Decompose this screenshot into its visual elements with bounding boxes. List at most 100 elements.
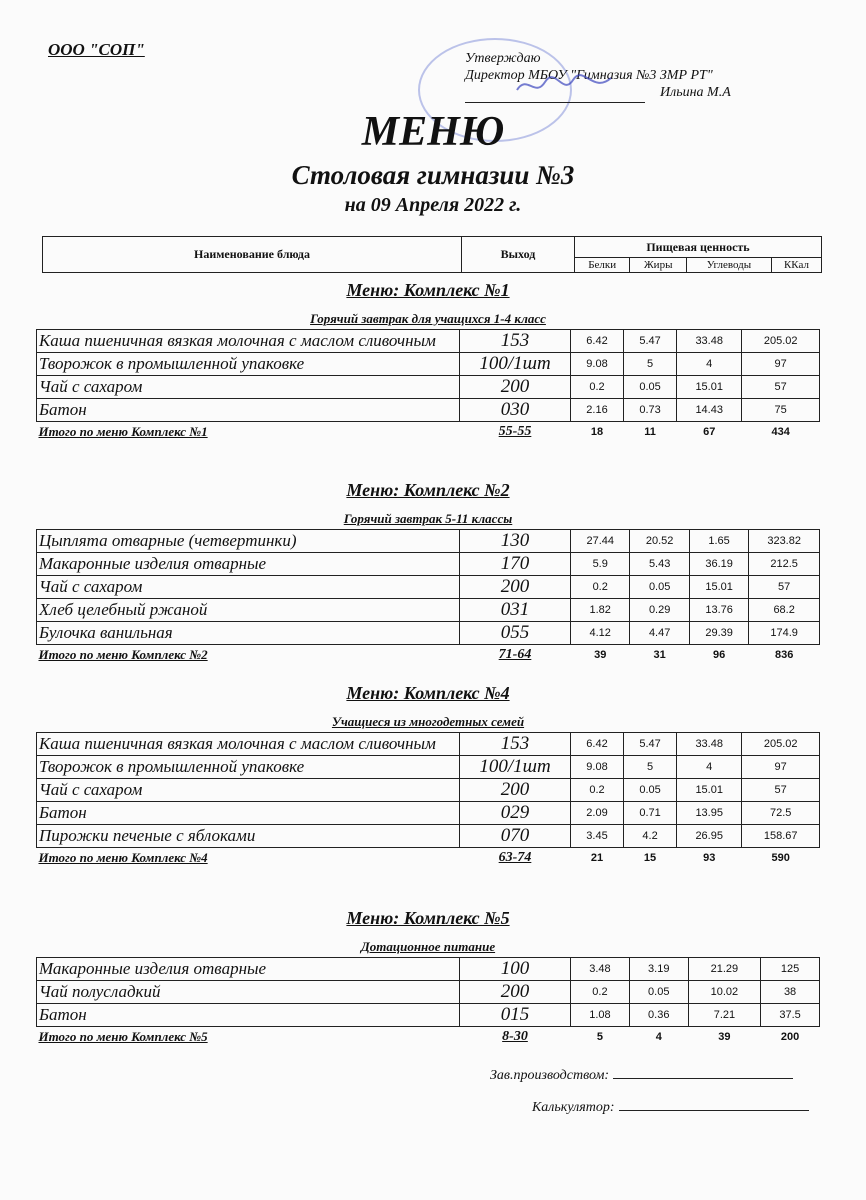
- dish-kcal: 174.9: [748, 621, 820, 645]
- signature-line: [618, 1110, 809, 1111]
- header-name: Наименование блюда: [42, 236, 462, 273]
- section-title: Меню: Комплекс №4: [346, 683, 510, 703]
- dish-fat: 0.05: [623, 375, 678, 399]
- dish-name: Чай с сахаром: [36, 375, 460, 399]
- dish-protein: 6.42: [569, 329, 625, 353]
- table-row: Макаронные изделия отварные 170 5.9 5.43 36.…: [36, 552, 820, 576]
- production-signature: Зав.производством:: [490, 1068, 794, 1084]
- dish-protein: 0.2: [570, 980, 630, 1004]
- header-col-fat: Жиры: [629, 257, 687, 273]
- dish-fat: 0.29: [629, 598, 690, 622]
- dish-carbs: 15.01: [676, 778, 743, 802]
- dish-protein: 5.9: [569, 552, 631, 576]
- table-row: Чай с сахаром 200 0.2 0.05 15.01 57: [36, 375, 820, 399]
- header-output: Выход: [461, 236, 575, 273]
- calculator-label: Калькулятор:: [532, 1100, 615, 1115]
- dish-kcal: 75: [741, 398, 820, 422]
- dish-protein: 0.2: [569, 575, 631, 599]
- dish-carbs: 15.01: [676, 375, 743, 399]
- total-dish-carbs: 96: [712, 648, 726, 661]
- dish-output: 031: [459, 598, 571, 622]
- total-dish-kcal: 590: [771, 851, 790, 864]
- total-dish-output: 63-74: [498, 849, 532, 865]
- dish-protein: 2.16: [569, 398, 625, 422]
- dish-output: 170: [459, 552, 571, 576]
- dish-name: Макаронные изделия отварные: [36, 552, 460, 576]
- dish-carbs: 29.39: [688, 621, 750, 645]
- dish-kcal: 323.82: [748, 529, 820, 553]
- header-col-protein: Белки: [573, 257, 631, 273]
- section-subtitle: Горячий завтрак 5-11 классы: [343, 511, 513, 526]
- dish-carbs: 26.95: [676, 824, 743, 848]
- dish-fat: 3.19: [628, 957, 689, 981]
- dish-fat: 5: [623, 755, 678, 779]
- dish-kcal: 38: [760, 980, 820, 1004]
- dish-name: Чай с сахаром: [36, 575, 460, 599]
- dish-protein: 9.08: [569, 352, 625, 376]
- table-row: Пирожки печеные с яблоками 070 3.45 4.2 26.9…: [36, 824, 820, 848]
- menu-section: Меню: Комплекс №1 Горячий завтрак для уч…: [36, 280, 820, 441]
- dish-kcal: 72.5: [741, 801, 820, 825]
- dish-fat: 5.47: [623, 329, 678, 353]
- dish-name: Каша пшеничная вязкая молочная с маслом …: [36, 329, 460, 353]
- section-subtitle: Дотационное питание: [360, 939, 496, 954]
- dish-protein: 27.44: [569, 529, 631, 553]
- approval-line2: Директор МБОУ "Гимназия №3 ЗМР РТ": [465, 68, 713, 83]
- table-row: Макаронные изделия отварные 100 3.48 3.19 21…: [36, 957, 820, 981]
- section-subtitle: Горячий завтрак для учащихся 1-4 класс: [310, 311, 546, 326]
- dish-carbs: 10.02: [687, 980, 762, 1004]
- dish-name: Чай полусладкий: [36, 980, 460, 1004]
- total-dish-fat: 15: [643, 851, 657, 864]
- dish-protein: 3.45: [569, 824, 625, 848]
- page-subtitle: Столовая гимназии №3: [291, 160, 575, 190]
- total-dish-protein: 18: [590, 425, 604, 438]
- total-dish-name: Итого по меню Комплекс №2: [38, 646, 208, 662]
- table-row: Батон 015 1.08 0.36 7.21 37.5: [36, 1003, 820, 1027]
- total-dish-carbs: 39: [718, 1030, 731, 1043]
- total-dish-kcal: 836: [774, 648, 794, 661]
- dish-carbs: 36.19: [688, 552, 750, 576]
- dish-kcal: 57: [741, 375, 820, 399]
- dish-kcal: 97: [741, 755, 820, 779]
- table-row: Цыплята отварные (четвертинки) 130 27.44 20…: [36, 529, 820, 553]
- table-row: Каша пшеничная вязкая молочная с маслом …: [36, 732, 820, 756]
- section-title: Меню: Комплекс №5: [346, 908, 510, 928]
- dish-carbs: 21.29: [687, 957, 762, 981]
- table-row: Творожок в промышленной упаковке 100/1шт 9…: [36, 755, 820, 779]
- total-dish-carbs: 93: [703, 851, 716, 864]
- table-row: Хлеб целебный ржаной 031 1.82 0.29 13.76 68.2: [36, 598, 820, 622]
- dish-kcal: 205.02: [741, 732, 820, 756]
- total-dish-protein: 39: [594, 648, 607, 661]
- total-dish-fat: 4: [655, 1030, 662, 1043]
- dish-kcal: 57: [748, 575, 820, 599]
- dish-name: Цыплята отварные (четвертинки): [36, 529, 460, 553]
- dish-carbs: 33.48: [676, 732, 743, 756]
- dish-name: Хлеб целебный ржаной: [36, 598, 460, 622]
- menu-section: Меню: Комплекс №5 Дотационное питание Ма…: [36, 908, 820, 1046]
- dish-output: 200: [459, 375, 571, 399]
- stamp-seal: [418, 38, 572, 142]
- dish-fat: 4.47: [629, 621, 690, 645]
- total-dish-kcal: 434: [771, 425, 790, 438]
- menu-section: Меню: Комплекс №4 Учащиеся из многодетны…: [36, 683, 820, 867]
- organization-name: ООО "СОП": [48, 40, 145, 59]
- total-row: Итого по меню Комплекс №2 71-64 39 31 96 836: [37, 645, 820, 665]
- dish-kcal: 57: [741, 778, 820, 802]
- dish-fat: 0.73: [623, 398, 678, 422]
- dish-name: Пирожки печеные с яблоками: [36, 824, 460, 848]
- dish-output: 200: [459, 575, 571, 599]
- table-row: Творожок в промышленной упаковке 100/1шт 9…: [36, 352, 820, 376]
- dish-fat: 0.05: [629, 575, 690, 599]
- total-dish-name: Итого по меню Комплекс №4: [38, 849, 208, 865]
- total-dish-output: 8-30: [502, 1028, 528, 1044]
- dish-kcal: 37.5: [760, 1003, 820, 1027]
- dish-protein: 4.12: [569, 621, 631, 645]
- total-dish-name: Итого по меню Комплекс №1: [38, 423, 208, 439]
- dish-kcal: 68.2: [748, 598, 820, 622]
- dish-name: Творожок в промышленной упаковке: [36, 352, 460, 376]
- table-row: Чай полусладкий 200 0.2 0.05 10.02 38: [36, 980, 820, 1004]
- dish-carbs: 33.48: [676, 329, 743, 353]
- section-title: Меню: Комплекс №1: [346, 280, 510, 300]
- dish-name: Батон: [36, 398, 460, 422]
- menu-section: Меню: Комплекс №2 Горячий завтрак 5-11 к…: [36, 480, 820, 664]
